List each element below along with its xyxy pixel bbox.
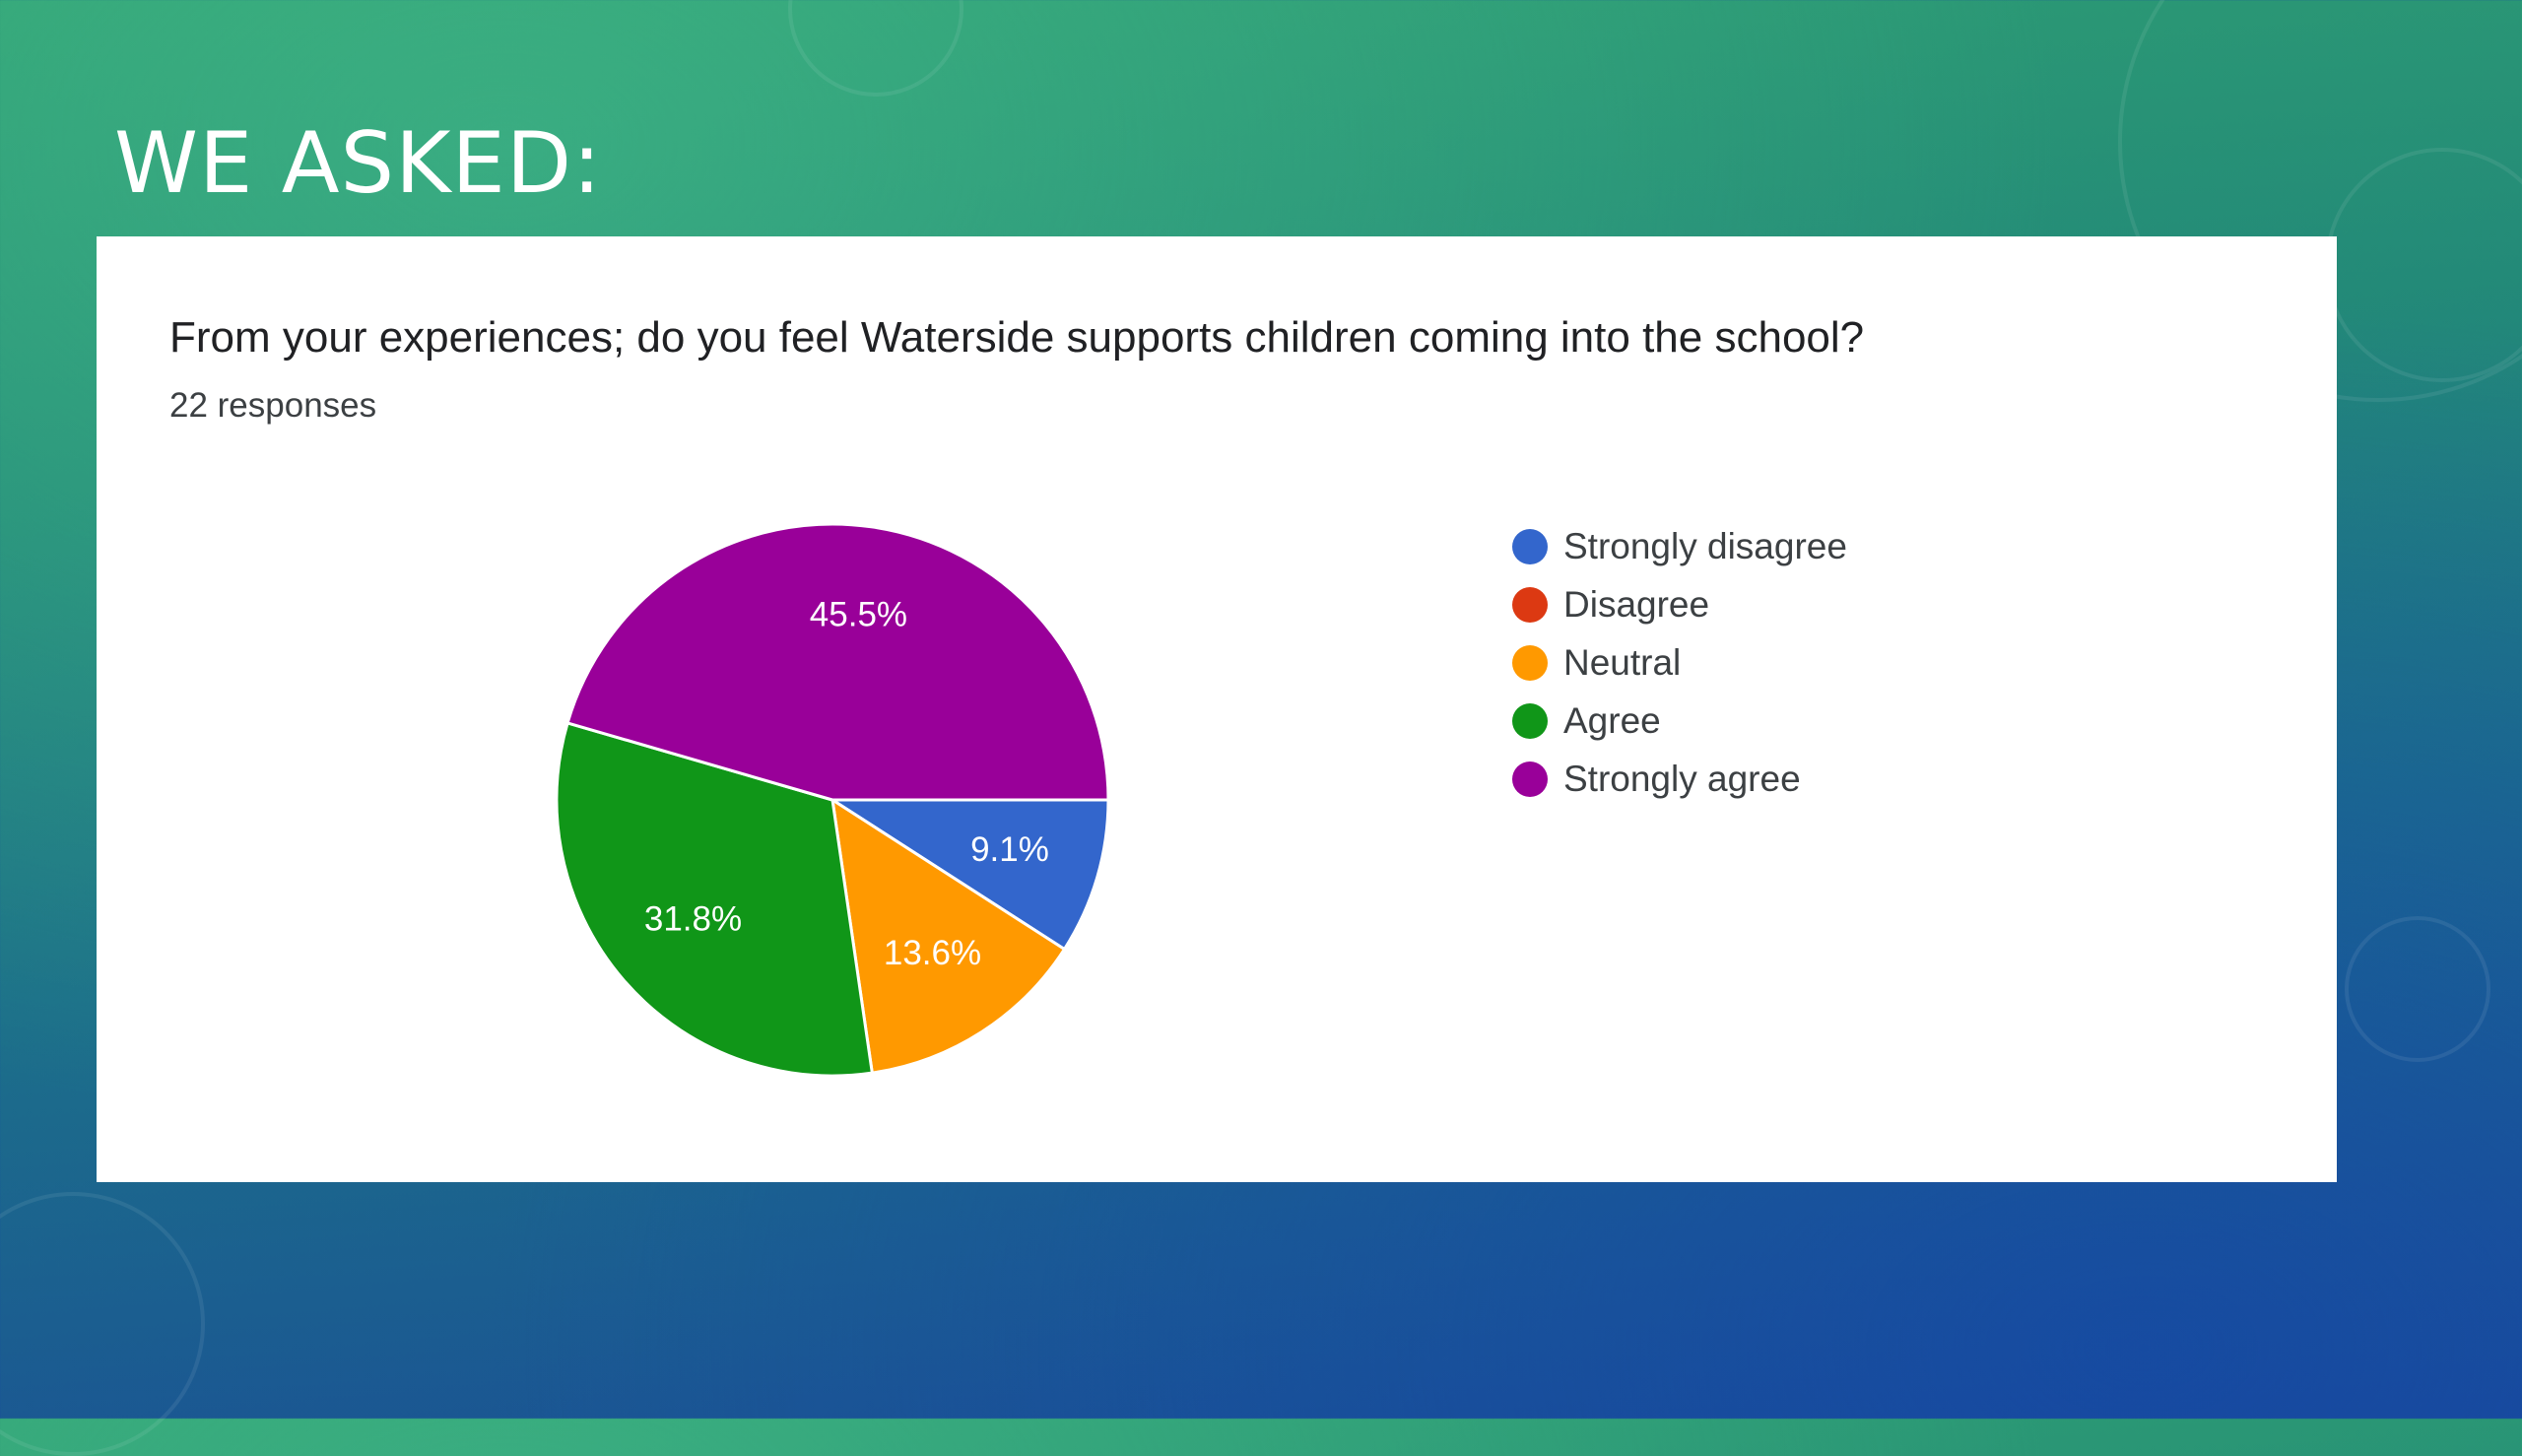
legend-item-agree[interactable]: Agree [1512,692,1847,750]
legend-swatch [1512,761,1548,797]
pie-label-strongly-disagree: 9.1% [970,830,1049,869]
pie-label-strongly-agree: 45.5% [810,596,907,634]
legend-label: Strongly agree [1563,758,1801,799]
legend-swatch [1512,528,1548,564]
response-count: 22 responses [169,386,377,425]
chart-card: From your experiences; do you feel Water… [97,236,2337,1182]
slide-title: WE ASKED: [114,114,603,213]
legend-item-neutral[interactable]: Neutral [1512,633,1847,692]
legend-swatch [1512,702,1548,739]
pie-slice-agree[interactable] [555,721,875,1078]
pie-label-neutral: 13.6% [884,934,981,972]
decorative-circle [2345,916,2490,1062]
legend-item-disagree[interactable]: Disagree [1512,575,1847,633]
legend-label: Disagree [1563,583,1710,625]
pie-slice-strongly-disagree[interactable] [827,798,1110,952]
pie-label-agree: 31.8% [644,899,742,938]
pie-slice-neutral[interactable] [830,796,1067,1075]
legend-label: Strongly disagree [1563,525,1847,566]
legend-item-strongly-disagree[interactable]: Strongly disagree [1512,517,1847,575]
legend-label: Agree [1563,699,1661,741]
legend-swatch [1512,586,1548,623]
decorative-circle [0,1192,205,1456]
question-title: From your experiences; do you feel Water… [169,313,1865,362]
legend-swatch [1512,644,1548,681]
pie-slice-strongly-agree[interactable] [565,522,1110,802]
legend-label: Neutral [1563,641,1682,683]
chart-legend: Strongly disagree Disagree Neutral Agree Str… [1512,517,1847,808]
decorative-circle [788,0,963,97]
pie-chart: 9.1% 13.6% 31.8% 45.5% [555,522,1110,1078]
legend-item-strongly-agree[interactable]: Strongly agree [1512,750,1847,808]
